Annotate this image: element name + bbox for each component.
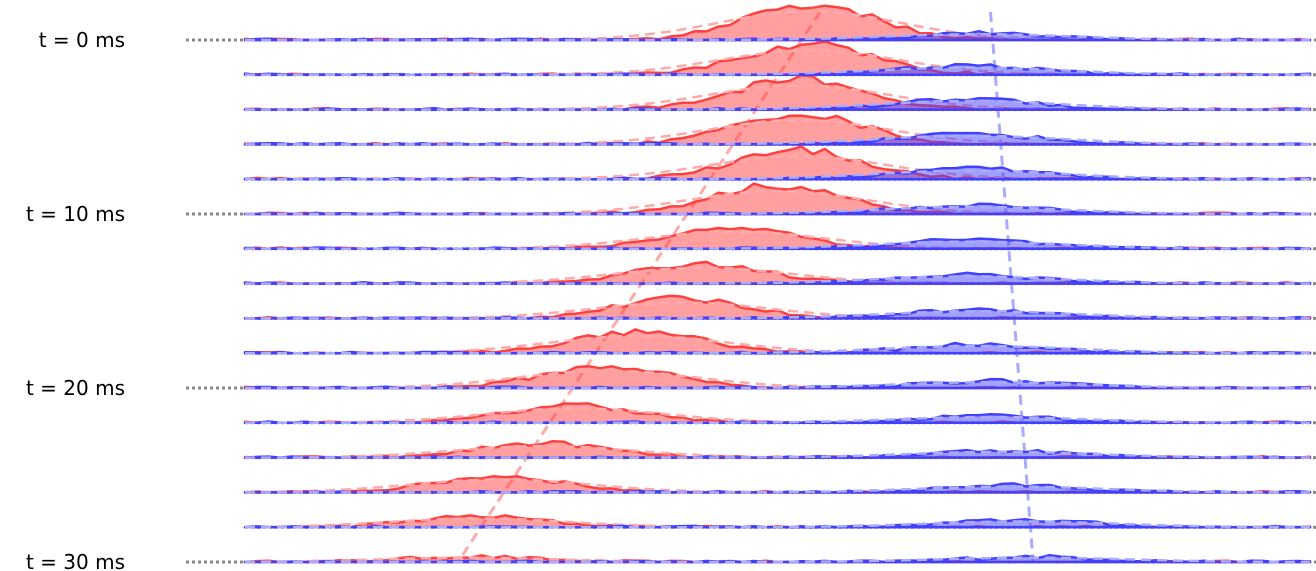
traces	[186, 4, 1316, 564]
blue-envelope-3	[245, 134, 1310, 146]
time-labels: t = 0 ms t = 10 ms t = 20 ms t = 30 ms	[26, 28, 125, 571]
blue-envelope-11	[245, 415, 1310, 425]
red-trace-6	[243, 226, 1312, 251]
red-trace-2	[243, 74, 1312, 111]
blue-envelope-6	[245, 240, 1310, 251]
blue-envelope-13	[245, 485, 1311, 494]
red-trace-4	[243, 145, 1312, 181]
red-trace-8	[243, 294, 1312, 320]
blue-envelope-10	[245, 380, 1310, 390]
blue-envelope-14	[245, 520, 1310, 529]
time-label-15: t = 30 ms	[26, 550, 125, 571]
trend-lines	[456, 11, 1035, 563]
blue-envelope-0	[245, 32, 1310, 42]
blue-envelope-1	[245, 66, 1310, 77]
red-trace-5	[243, 182, 1312, 216]
blue-envelope-7	[245, 275, 1310, 285]
time-label-0: t = 0 ms	[39, 28, 125, 52]
blue-envelope-4	[245, 169, 1310, 181]
blue-envelope-9	[245, 344, 1310, 355]
blue-envelope-15	[245, 556, 1310, 564]
red-trace-0	[243, 4, 1312, 42]
blue-envelope-12	[245, 450, 1310, 459]
blue-envelope-5	[245, 205, 1310, 216]
time-label-10: t = 20 ms	[26, 376, 125, 400]
red-trace-9	[243, 328, 1312, 355]
time-label-5: t = 10 ms	[26, 202, 125, 226]
red-trace-1	[243, 40, 1312, 77]
red-trace-11	[243, 402, 1312, 425]
blue-envelope-8	[245, 309, 1310, 320]
blue-envelope-2	[245, 99, 1310, 111]
trend-line-1	[989, 11, 1035, 563]
trend-line-0	[456, 11, 822, 563]
